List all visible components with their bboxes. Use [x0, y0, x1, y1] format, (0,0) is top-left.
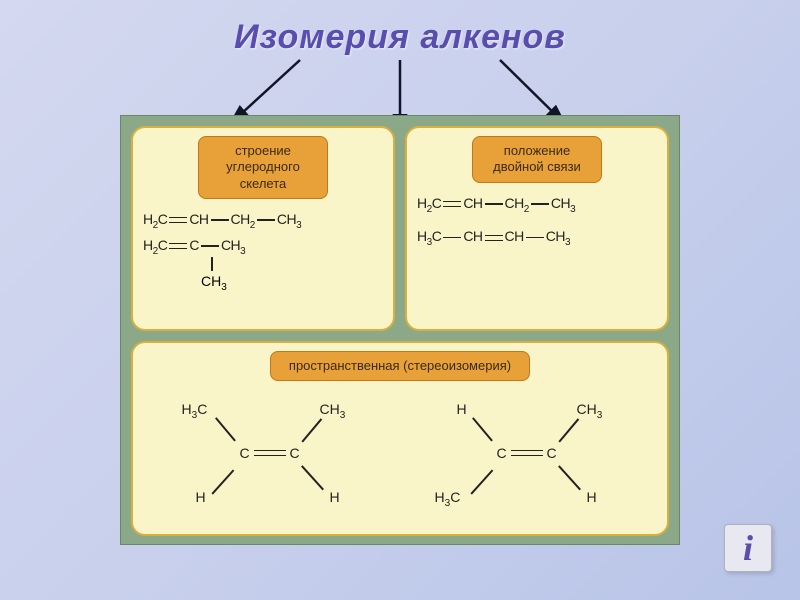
cis-top-right: CH3 — [320, 401, 346, 421]
trans-top-right: CH3 — [577, 401, 603, 421]
trans-bond-bl — [470, 470, 493, 495]
trans-bot-right: H — [587, 489, 597, 505]
panel-label-stereo: пространственная (стереоизомерия) — [270, 351, 530, 381]
stereo-trans: H CH3 C C H3C H — [429, 393, 629, 523]
stereo-cis: H3C CH3 C C H H — [172, 393, 372, 523]
panel-skeleton: строение углеродного скелета H2CCHCH2CH3… — [131, 126, 395, 331]
cis-bond-bl — [211, 470, 234, 495]
trans-bot-left: H3C — [435, 489, 461, 509]
cis-double-bond — [254, 450, 286, 456]
trans-c-left: C — [497, 445, 507, 461]
top-row: строение углеродного скелета H2CCHCH2CH3… — [131, 126, 669, 331]
trans-bond-br — [558, 465, 581, 490]
position-formula-2: H3CCHCHCH3 — [417, 228, 657, 248]
cis-bond-tl — [215, 418, 235, 442]
cis-bond-br — [301, 465, 324, 490]
stereo-row: H3C CH3 C C H H H CH3 C C H3C H — [143, 393, 657, 523]
diagram-container: строение углеродного скелета H2CCHCH2CH3… — [120, 115, 680, 545]
trans-c-right: C — [547, 445, 557, 461]
panel-stereo: пространственная (стереоизомерия) H3C CH… — [131, 341, 669, 536]
cis-bond-tr — [301, 419, 321, 443]
branch-bond — [211, 257, 213, 271]
panel-position: положение двойной связи H2CCHCH2CH3 H3CC… — [405, 126, 669, 331]
cis-bot-right: H — [330, 489, 340, 505]
trans-double-bond — [511, 450, 543, 456]
panel-label-skeleton: строение углеродного скелета — [198, 136, 328, 199]
cis-c-right: C — [290, 445, 300, 461]
skeleton-formula-1: H2CCHCH2CH3 — [143, 211, 383, 231]
trans-bond-tl — [472, 418, 492, 442]
skeleton-formula-2: H2CCCH3 — [143, 237, 383, 257]
cis-bot-left: H — [196, 489, 206, 505]
trans-top-left: H — [457, 401, 467, 417]
page-title: Изомерия алкенов — [0, 0, 800, 57]
cis-top-left: H3C — [182, 401, 208, 421]
cis-c-left: C — [240, 445, 250, 461]
info-button[interactable]: i — [724, 524, 772, 572]
panel-label-position: положение двойной связи — [472, 136, 602, 183]
branch-ch3: CH3 — [201, 273, 227, 293]
trans-bond-tr — [558, 419, 578, 443]
position-formula-1: H2CCHCH2CH3 — [417, 195, 657, 215]
